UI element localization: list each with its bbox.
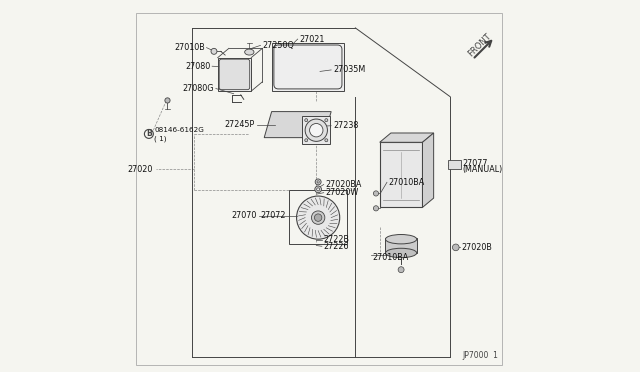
Bar	[380, 142, 422, 207]
Text: B: B	[146, 129, 152, 138]
Circle shape	[315, 186, 321, 193]
Circle shape	[325, 139, 328, 142]
Text: 27226: 27226	[324, 242, 349, 251]
Text: JP7000  1: JP7000 1	[463, 351, 499, 360]
Ellipse shape	[385, 234, 417, 244]
Text: 27010BA: 27010BA	[372, 253, 408, 262]
Circle shape	[373, 206, 379, 211]
Polygon shape	[422, 133, 434, 207]
Circle shape	[317, 181, 319, 183]
Bar	[385, 238, 417, 253]
Circle shape	[452, 244, 459, 251]
Text: 27072: 27072	[260, 211, 286, 220]
Circle shape	[373, 191, 379, 196]
Text: 27070: 27070	[232, 211, 257, 220]
Circle shape	[317, 188, 319, 191]
Polygon shape	[380, 133, 434, 142]
Circle shape	[165, 98, 170, 103]
Text: 2722B: 2722B	[324, 235, 349, 244]
Bar	[449, 160, 461, 169]
Polygon shape	[264, 112, 331, 138]
Circle shape	[314, 214, 322, 221]
Bar	[289, 190, 347, 244]
Circle shape	[312, 211, 325, 224]
Text: FRONT: FRONT	[467, 31, 493, 58]
Text: 27035M: 27035M	[333, 65, 365, 74]
Text: 27080: 27080	[185, 62, 211, 71]
Text: ( 1): ( 1)	[154, 136, 166, 142]
Circle shape	[398, 267, 404, 273]
Circle shape	[211, 48, 217, 54]
Text: 27077: 27077	[463, 159, 488, 168]
Bar	[302, 116, 330, 144]
Ellipse shape	[244, 49, 254, 55]
Text: 27010BA: 27010BA	[389, 178, 425, 187]
Text: 27020W: 27020W	[326, 188, 359, 197]
Text: 27020: 27020	[127, 165, 152, 174]
Text: 27245P: 27245P	[225, 120, 255, 129]
Text: 27021: 27021	[300, 35, 325, 44]
Text: 27250Q: 27250Q	[262, 41, 294, 50]
Circle shape	[315, 179, 321, 185]
Text: 27020B: 27020B	[461, 243, 492, 252]
FancyBboxPatch shape	[219, 59, 250, 90]
Text: 27080G: 27080G	[182, 84, 214, 93]
Circle shape	[305, 139, 308, 142]
Bar	[271, 43, 344, 91]
Circle shape	[305, 119, 328, 141]
Circle shape	[305, 119, 308, 122]
Text: 08146-6162G: 08146-6162G	[154, 127, 204, 133]
Circle shape	[296, 196, 340, 239]
Text: 27020BA: 27020BA	[326, 180, 362, 189]
Circle shape	[325, 119, 328, 122]
FancyBboxPatch shape	[218, 58, 251, 91]
Text: 27238: 27238	[333, 121, 358, 130]
Circle shape	[310, 124, 323, 137]
Ellipse shape	[385, 248, 417, 258]
Text: 27010B: 27010B	[174, 43, 205, 52]
Text: (MANUAL): (MANUAL)	[463, 165, 503, 174]
